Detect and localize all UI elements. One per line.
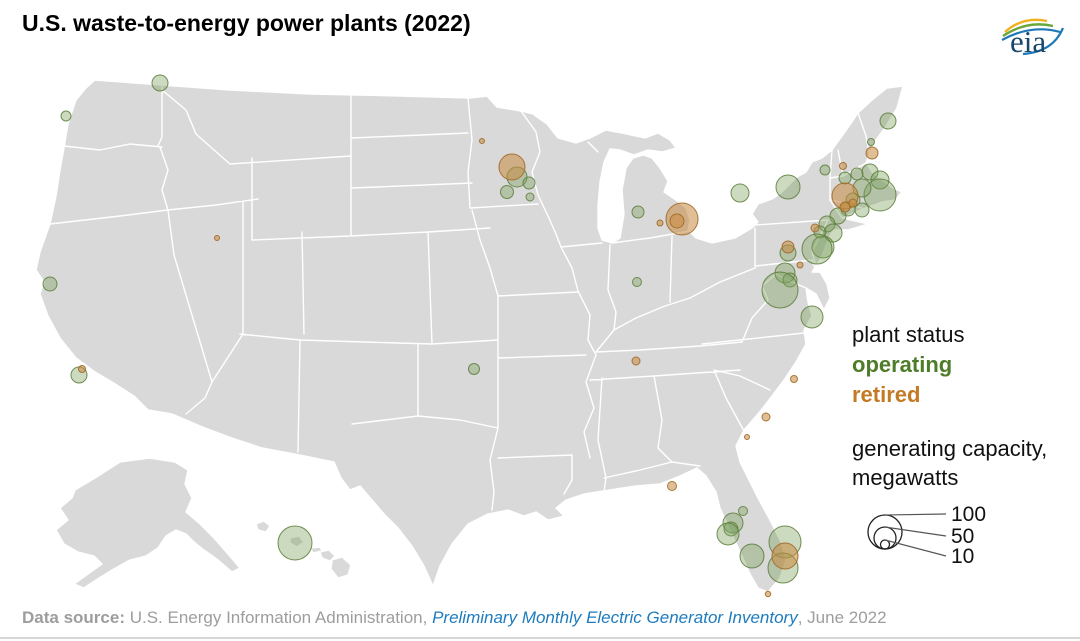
- plant-marker-operating: [632, 277, 642, 287]
- plant-marker-operating: [867, 138, 875, 146]
- plant-marker-retired: [78, 365, 86, 373]
- data-source-text: U.S. Energy Information Administration,: [124, 608, 433, 627]
- plant-marker-retired: [761, 412, 771, 422]
- plant-marker-retired: [669, 213, 685, 229]
- plant-marker-operating: [800, 305, 824, 329]
- logo-swoosh-blue-under: [1022, 27, 1065, 56]
- plant-marker-operating: [801, 233, 833, 265]
- alaska-shape: [55, 457, 241, 589]
- plant-marker-operating: [730, 183, 750, 203]
- plant-marker-retired: [667, 481, 677, 491]
- plant-marker-retired: [214, 235, 220, 241]
- data-source-line: Data source: U.S. Energy Information Adm…: [22, 608, 887, 628]
- plant-marker-operating: [863, 178, 897, 212]
- logo-text: eia: [1010, 24, 1046, 59]
- plant-marker-operating: [42, 276, 58, 292]
- plant-marker-operating: [738, 506, 748, 516]
- plant-marker-operating: [861, 163, 879, 181]
- plant-marker-operating: [854, 202, 870, 218]
- plant-marker-retired: [848, 198, 858, 208]
- retired-plants-layer: [78, 138, 879, 598]
- plant-marker-operating: [761, 271, 799, 309]
- plant-marker-operating: [782, 272, 798, 288]
- plant-marker-retired: [764, 590, 772, 598]
- plant-marker-operating: [468, 363, 480, 375]
- plant-marker-retired: [656, 219, 664, 227]
- plant-marker-retired: [744, 434, 750, 440]
- plant-marker-operating: [879, 112, 897, 130]
- plant-marker-operating: [631, 205, 645, 219]
- plant-marker-operating: [522, 176, 536, 190]
- data-source-suffix: , June 2022: [797, 608, 887, 627]
- plant-status-title: plant status: [852, 322, 965, 347]
- plant-marker-retired: [498, 153, 526, 181]
- plant-marker-operating: [525, 192, 535, 202]
- size-legend-label: 100: [951, 503, 986, 526]
- logo-swoosh-yellow: [1004, 18, 1048, 33]
- page-title: U.S. waste-to-energy power plants (2022): [22, 10, 471, 36]
- size-legend-circle: [873, 526, 897, 550]
- size-legend-circle: [867, 514, 903, 550]
- plant-marker-operating: [811, 235, 835, 259]
- plant-marker-operating: [500, 185, 514, 199]
- logo-swoosh-green: [1002, 23, 1054, 37]
- eia-logo: eia: [1001, 18, 1065, 59]
- size-legend-leader-line: [884, 513, 947, 516]
- plant-marker-operating: [739, 543, 765, 569]
- plant-marker-retired: [781, 240, 795, 254]
- plant-marker-operating: [60, 110, 72, 122]
- operating-plants-layer: [42, 74, 897, 584]
- plant-marker-operating: [819, 164, 831, 176]
- size-legend-label: 10: [951, 545, 974, 568]
- state-borders: [49, 84, 870, 511]
- plant-marker-retired: [631, 356, 641, 366]
- plant-marker-retired: [839, 201, 851, 213]
- plant-marker-retired: [839, 162, 847, 170]
- plant-marker-retired: [771, 542, 799, 570]
- size-legend-label: 50: [951, 525, 974, 548]
- bottom-divider: [0, 637, 1080, 639]
- plant-marker-operating: [838, 171, 852, 185]
- hawaii-islands: [255, 520, 352, 579]
- plant-marker-operating: [716, 522, 740, 546]
- size-legend-leader-line: [884, 526, 947, 537]
- capacity-title-line2: megawatts: [852, 465, 959, 490]
- plant-status-legend: plant status operating retired: [852, 320, 965, 410]
- plant-marker-operating: [850, 167, 864, 181]
- plant-marker-retired: [865, 146, 879, 160]
- plant-marker-operating: [277, 525, 313, 561]
- legend-retired-label: retired: [852, 382, 921, 407]
- data-source-label: Data source:: [22, 608, 125, 627]
- plant-marker-retired: [796, 261, 804, 269]
- plant-marker-operating: [775, 174, 801, 200]
- plant-marker-operating: [151, 74, 169, 92]
- plant-marker-retired: [479, 138, 485, 144]
- capacity-title-line1: generating capacity,: [852, 436, 1048, 461]
- legend-operating-label: operating: [852, 352, 953, 377]
- inventory-link[interactable]: Preliminary Monthly Electric Generator I…: [432, 608, 798, 627]
- size-legend-leader-line: [884, 539, 947, 557]
- logo-swoosh-blue-top: [1001, 28, 1061, 41]
- plant-marker-retired: [790, 375, 798, 383]
- plant-marker-operating: [870, 170, 890, 190]
- capacity-legend-title: generating capacity, megawatts: [852, 434, 1047, 492]
- plant-marker-retired: [810, 223, 820, 233]
